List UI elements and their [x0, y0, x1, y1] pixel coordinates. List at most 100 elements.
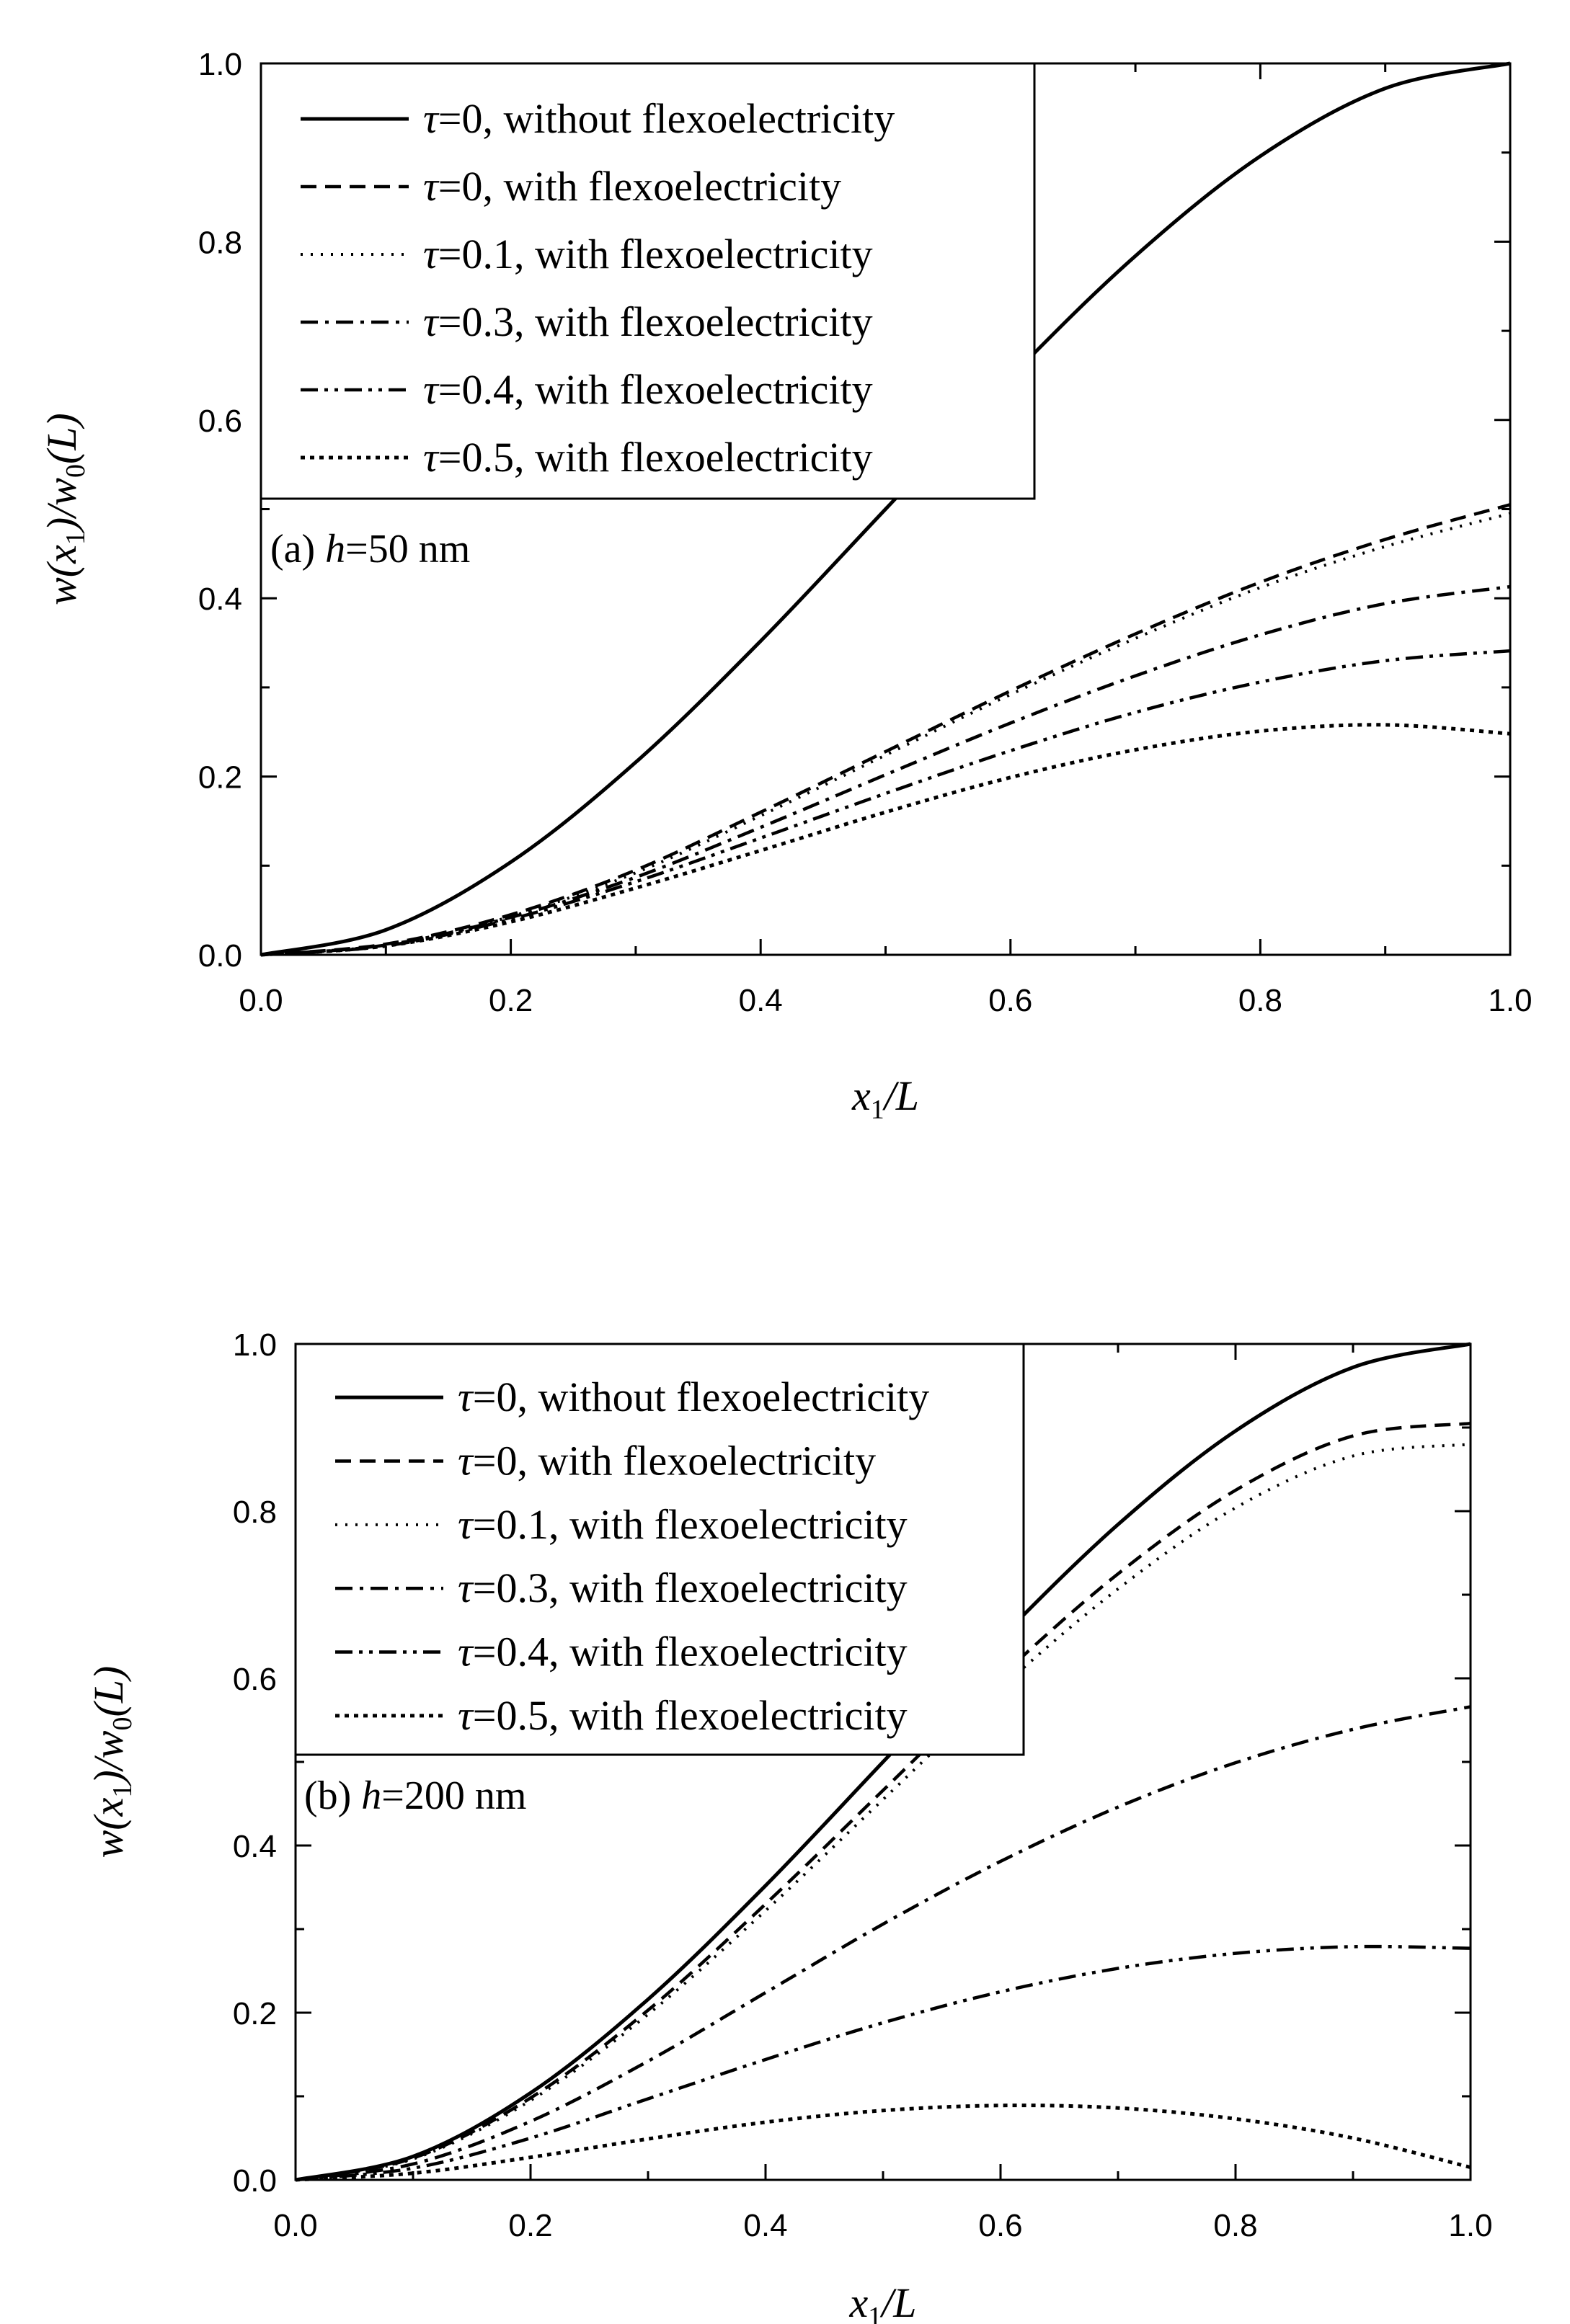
legend-entry-text: =0.3, with flexoelectricity: [473, 1564, 908, 1611]
legend-tau-symbol: τ: [458, 1501, 474, 1548]
y-label-pre: w(x: [85, 1797, 132, 1858]
y-label-post: (L): [85, 1666, 132, 1717]
x-tick-label: 0.8: [1213, 2208, 1257, 2243]
legend-entry-0: τ=0, without flexoelectricity: [458, 1374, 929, 1420]
legend-tau-symbol: τ: [458, 1692, 474, 1739]
x-tick-label: 0.6: [978, 2208, 1022, 2243]
x-tick-label: 0.2: [508, 2208, 552, 2243]
legend-tau-symbol: τ: [423, 163, 440, 210]
legend-entry-text: =0.3, with flexoelectricity: [438, 298, 873, 345]
y-tick-label: 0.0: [198, 938, 242, 974]
panel-label: (a) h=50 nm: [270, 527, 470, 571]
legend-entry-3: τ=0.3, with flexoelectricity: [423, 298, 873, 345]
series-line-5: [260, 723, 1511, 957]
x-label-sub: 1: [868, 2302, 882, 2324]
x-tick-label: 1.0: [1448, 2208, 1492, 2243]
legend-tau-symbol: τ: [458, 1629, 474, 1675]
x-tick-label: 0.0: [273, 2208, 317, 2243]
y-axis-label: w(x1)/w0(L): [38, 413, 91, 605]
y-tick-label: 0.2: [198, 760, 242, 796]
panel-h-value: =50 nm: [345, 527, 470, 571]
legend-entry-2: τ=0.1, with flexoelectricity: [423, 231, 873, 277]
x-tick-label: 0.8: [1238, 983, 1282, 1018]
series-line-0: [295, 1342, 1471, 2182]
legend-tau-symbol: τ: [423, 231, 440, 277]
y-tick-label: 1.0: [233, 1327, 277, 1363]
series-line-1: [260, 503, 1511, 957]
series-line-4: [295, 1944, 1471, 2182]
series-line-4: [260, 649, 1511, 957]
y-label-sub2: 0: [61, 464, 91, 478]
y-tick-label: 0.8: [198, 225, 242, 260]
y-label-sub2: 0: [107, 1717, 138, 1731]
legend-entry-text: =0.4, with flexoelectricity: [438, 366, 873, 413]
legend-tau-symbol: τ: [423, 366, 440, 413]
legend-entry-2: τ=0.1, with flexoelectricity: [458, 1501, 908, 1548]
legend-entry-text: =0, with flexoelectricity: [438, 163, 841, 210]
y-tick-label: 0.4: [233, 1829, 277, 1864]
legend-entry-text: =0.5, with flexoelectricity: [473, 1692, 908, 1739]
legend-entry-0: τ=0, without flexoelectricity: [423, 95, 895, 142]
y-tick-label: 0.8: [233, 1495, 277, 1530]
legend-entry-text: =0, without flexoelectricity: [473, 1374, 929, 1420]
legend-tau-symbol: τ: [458, 1374, 474, 1420]
legend-tau-symbol: τ: [423, 95, 440, 142]
y-label-pre: w(x: [38, 545, 85, 605]
legend-entry-5: τ=0.5, with flexoelectricity: [423, 434, 873, 481]
legend-entry-1: τ=0, with flexoelectricity: [458, 1438, 876, 1484]
x-label-var: x: [848, 2279, 868, 2324]
legend-entry-1: τ=0, with flexoelectricity: [423, 163, 841, 210]
y-tick-label: 0.4: [198, 582, 242, 617]
legend-tau-symbol: τ: [458, 1438, 474, 1484]
x-axis-label: x1/L: [848, 2279, 916, 2324]
legend-entry-text: =0.1, with flexoelectricity: [473, 1501, 908, 1548]
series-line-3: [260, 584, 1511, 957]
legend-entry-4: τ=0.4, with flexoelectricity: [458, 1629, 908, 1675]
panel-h-symbol: h: [325, 527, 345, 571]
panel-letter: (a): [270, 527, 325, 571]
series-line-3: [295, 1705, 1471, 2182]
x-tick-label: 0.4: [739, 983, 783, 1018]
chart-panel-a: 0.0 0.2 0.4 0.6 0.8 1.00.00.20.40.60.81.0τ=0,…: [38, 47, 1533, 1125]
panel-letter: (b): [304, 1773, 361, 1818]
legend-entry-5: τ=0.5, with flexoelectricity: [458, 1692, 908, 1739]
x-tick-label: 0.4: [743, 2208, 787, 2243]
x-axis-label: x1/L: [851, 1072, 919, 1125]
y-label-sub1: 1: [107, 1784, 138, 1798]
y-label-post: (L): [38, 413, 85, 464]
x-label-rest: /L: [882, 1072, 919, 1119]
legend-box: [294, 1343, 1025, 1756]
legend-tau-symbol: τ: [423, 298, 440, 345]
x-label-rest: /L: [879, 2279, 916, 2324]
panel-h-value: =200 nm: [381, 1773, 526, 1818]
x-label-sub: 1: [871, 1095, 884, 1125]
series-line-5: [295, 2103, 1471, 2182]
legend-entry-text: =0.4, with flexoelectricity: [473, 1629, 908, 1675]
panel-h-symbol: h: [361, 1773, 381, 1818]
legend-entry-text: =0, without flexoelectricity: [438, 95, 895, 142]
series-line-1: [295, 1421, 1471, 2182]
y-tick-label: 0.6: [198, 404, 242, 439]
y-tick-label: 1.0: [198, 47, 242, 82]
y-tick-label: 0.6: [233, 1662, 277, 1697]
y-tick-label: 0.2: [233, 1996, 277, 2031]
y-label-mid: )/w: [85, 1730, 132, 1786]
panel-label: (b) h=200 nm: [304, 1773, 526, 1818]
x-tick-label: 0.2: [489, 983, 533, 1018]
series-line-0: [260, 61, 1511, 957]
x-tick-label: 1.0: [1488, 983, 1532, 1018]
legend-entry-text: =0.1, with flexoelectricity: [438, 231, 873, 277]
legend-box: [260, 62, 1036, 500]
y-label-sub1: 1: [61, 531, 91, 545]
x-label-var: x: [851, 1072, 871, 1119]
legend-tau-symbol: τ: [458, 1564, 474, 1611]
y-axis-label: w(x1)/w0(L): [85, 1666, 138, 1858]
x-tick-label: 0.6: [988, 983, 1032, 1018]
legend-entry-3: τ=0.3, with flexoelectricity: [458, 1564, 908, 1611]
y-label-mid: )/w: [38, 478, 85, 533]
legend-entry-text: =0.5, with flexoelectricity: [438, 434, 873, 481]
chart-panel-b: 0.0 0.2 0.4 0.6 0.8 1.00.00.20.40.60.81.0τ=0,…: [85, 1327, 1493, 2324]
legend-entry-text: =0, with flexoelectricity: [473, 1438, 876, 1484]
x-tick-label: 0.0: [239, 983, 283, 1018]
